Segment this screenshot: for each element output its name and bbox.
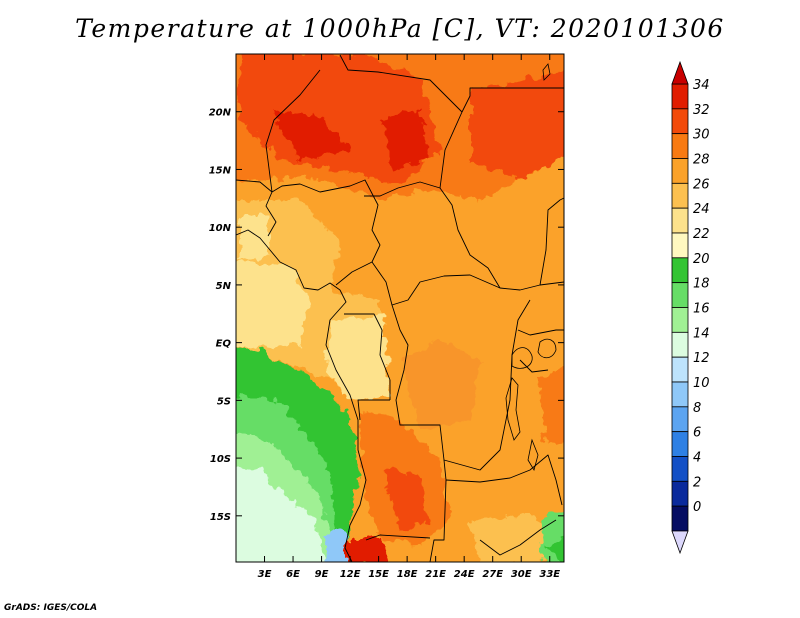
colorbar-label: 14	[693, 326, 710, 341]
colorbar-label: 20	[693, 252, 710, 267]
colorbar-segment	[671, 356, 689, 383]
colorbar-segment	[671, 282, 689, 308]
lat-tick-label: 15S	[210, 512, 231, 523]
colorbar-segment	[671, 133, 689, 159]
lat-tick-label: 10S	[210, 454, 231, 465]
latitude-axis: 20N 15N 10N 5N EQ 5S 10S 15S	[209, 108, 564, 523]
colorbar-label: 8	[693, 401, 701, 416]
lon-tick-label: 30E	[511, 569, 532, 580]
lon-tick-label: 6E	[286, 569, 300, 580]
colorbar-segment	[671, 431, 689, 457]
lon-tick-label: 12E	[340, 569, 361, 580]
colorbar-segment	[671, 381, 689, 408]
temperature-field	[236, 54, 564, 562]
colorbar-label: 26	[693, 177, 710, 192]
colorbar-label: 18	[693, 277, 710, 292]
colorbar-label: 12	[693, 351, 710, 366]
colorbar-segment	[671, 158, 689, 184]
lon-tick-label: 33E	[539, 569, 560, 580]
lon-tick-label: 24E	[454, 569, 475, 580]
lon-tick-label: 15E	[368, 569, 389, 580]
colorbar-label: 32	[693, 103, 710, 118]
colorbar-segment	[671, 307, 689, 333]
colorbar-segment	[671, 406, 689, 433]
lon-tick-label: 18E	[397, 569, 418, 580]
grads-credit: GrADS: IGES/COLA	[4, 603, 98, 613]
colorbar-segment	[671, 207, 689, 234]
colorbar-segment	[671, 505, 689, 532]
colorbar-label: 16	[693, 302, 710, 317]
colorbar-segment	[671, 232, 689, 259]
colorbar-segment	[671, 182, 689, 209]
colorbar-over-arrow	[671, 60, 689, 85]
lon-tick-label: 27E	[482, 569, 503, 580]
lon-tick-label: 9E	[315, 569, 329, 580]
colorbar-label: 4	[693, 451, 701, 466]
colorbar-segment	[671, 257, 689, 284]
map-frame	[235, 53, 565, 563]
colorbar-label: 0	[693, 500, 701, 515]
colorbar-segment	[671, 331, 689, 358]
lat-tick-label: 15N	[209, 165, 232, 176]
colorbar-segment	[671, 480, 689, 507]
country-borders	[236, 54, 564, 562]
colorbar-label: 22	[693, 227, 710, 242]
colorbar-segment	[671, 83, 689, 110]
lake-outlines	[505, 63, 557, 472]
lat-tick-label: 20N	[209, 108, 232, 119]
lon-tick-label: 3E	[258, 569, 272, 580]
colorbar-label: 28	[693, 153, 710, 168]
map-title: Temperature at 1000hPa [C], VT: 20201013…	[75, 14, 725, 43]
lat-tick-label: EQ	[216, 339, 232, 350]
lat-tick-label: 10N	[209, 223, 232, 234]
colorbar-label: 24	[693, 202, 710, 217]
colorbar-segment	[671, 108, 689, 135]
colorbar-label: 2	[693, 475, 701, 490]
colorbar-label: 30	[693, 128, 710, 143]
longitude-axis: 3E 6E 9E 12E 15E 18E 21E 24E 27E 30E 33E	[258, 54, 560, 580]
colorbar-label: 34	[693, 78, 710, 93]
colorbar-label: 10	[693, 376, 710, 391]
colorbar-under-arrow	[671, 530, 689, 555]
lon-tick-label: 21E	[425, 569, 446, 580]
lat-tick-label: 5S	[217, 396, 231, 407]
lat-tick-label: 5N	[216, 281, 232, 292]
colorbar-segment	[671, 456, 689, 482]
colorbar-label: 6	[693, 426, 701, 441]
